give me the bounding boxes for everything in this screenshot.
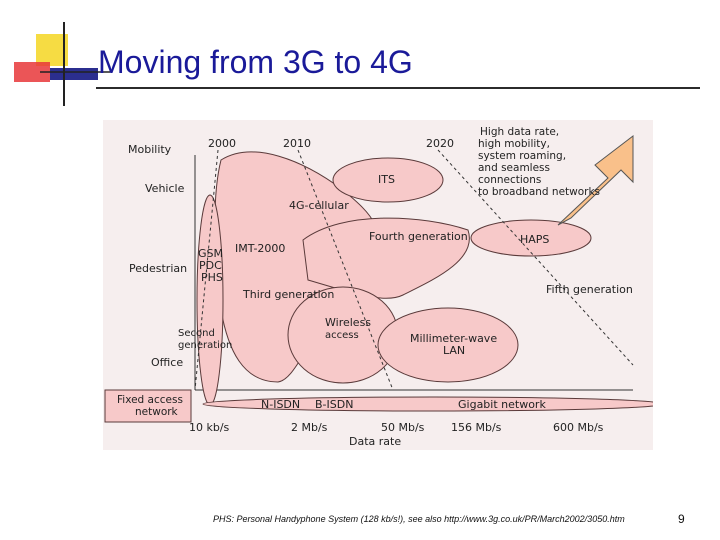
- rate-axis-title: Data rate: [349, 435, 401, 448]
- title-underline: [96, 87, 700, 89]
- mobility-pedestrian: Pedestrian: [129, 262, 187, 275]
- fixed-network-bubble: [202, 396, 653, 412]
- logo-blue-bar: [50, 68, 98, 80]
- label-n-isdn: N-ISDN: [261, 398, 300, 411]
- logo-yellow-square: [36, 34, 68, 66]
- second-gen-line2: generation: [178, 340, 232, 351]
- generations-diagram: Mobility Vehicle Pedestrian Office Secon…: [103, 120, 653, 450]
- arrow-text-line4: and seamless: [478, 162, 550, 174]
- label-fifth-generation: Fifth generation: [546, 283, 633, 296]
- page-number: 9: [678, 512, 685, 526]
- broadband-arrow: [557, 134, 634, 226]
- arrow-text-line2: high mobility,: [478, 138, 550, 150]
- label-b-isdn: B-ISDN: [315, 398, 353, 411]
- mobility-office: Office: [151, 356, 183, 369]
- label-gsm: GSM: [198, 247, 223, 260]
- rate-tick-2mbs: 2 Mb/s: [291, 421, 328, 434]
- rate-tick-156mbs: 156 Mb/s: [451, 421, 502, 434]
- boundary-2020: [437, 149, 634, 366]
- label-wireless-line1: Wireless: [325, 316, 371, 329]
- its-bubble: [332, 157, 444, 203]
- label-pdc: PDC: [199, 259, 222, 272]
- footnote: PHS: Personal Handyphone System (128 kb/…: [213, 514, 625, 524]
- slide-logo: [14, 22, 110, 106]
- label-phs: PHS: [201, 271, 223, 284]
- label-wireless-line2: access: [325, 330, 359, 341]
- gsm-bubble: [196, 194, 224, 406]
- label-imt2000: IMT-2000: [235, 242, 285, 255]
- label-fourth-generation: Fourth generation: [369, 230, 468, 243]
- year-2020: 2020: [426, 137, 454, 150]
- arrow-text-line5: connections: [478, 174, 541, 186]
- year-2000: 2000: [208, 137, 236, 150]
- boundary-2010: [297, 149, 394, 391]
- label-third-generation: Third generation: [242, 288, 334, 301]
- arrow-text-line3: system roaming,: [478, 150, 566, 162]
- fixed-access-box: [104, 389, 192, 423]
- rate-tick-600mbs: 600 Mb/s: [553, 421, 604, 434]
- second-gen-line1: Second: [178, 328, 215, 339]
- mobility-vehicle: Vehicle: [145, 182, 185, 195]
- label-4g-cellular: 4G-cellular: [289, 199, 349, 212]
- fixed-access-line1: Fixed access: [117, 394, 183, 406]
- mobility-axis-title: Mobility: [128, 143, 172, 156]
- arrow-text-line1: High data rate,: [480, 126, 559, 138]
- arrow-text-line6: to broadband networks: [478, 186, 600, 198]
- haps-bubble: [470, 219, 592, 257]
- logo-red-square: [14, 62, 50, 82]
- rate-tick-10kbs: 10 kb/s: [189, 421, 230, 434]
- label-its: ITS: [378, 173, 395, 186]
- millimeter-wave-bubble: [377, 307, 519, 383]
- boundary-2000: [194, 149, 219, 391]
- label-mmwave-line1: Millimeter-wave: [410, 332, 497, 345]
- year-2010: 2010: [283, 137, 311, 150]
- label-gigabit-network: Gigabit network: [458, 398, 546, 411]
- label-mmwave-line2: LAN: [443, 344, 465, 357]
- fixed-access-line2: network: [135, 406, 179, 418]
- rate-tick-50mbs: 50 Mb/s: [381, 421, 425, 434]
- label-haps: HAPS: [520, 233, 549, 246]
- slide-title: Moving from 3G to 4G: [98, 44, 413, 80]
